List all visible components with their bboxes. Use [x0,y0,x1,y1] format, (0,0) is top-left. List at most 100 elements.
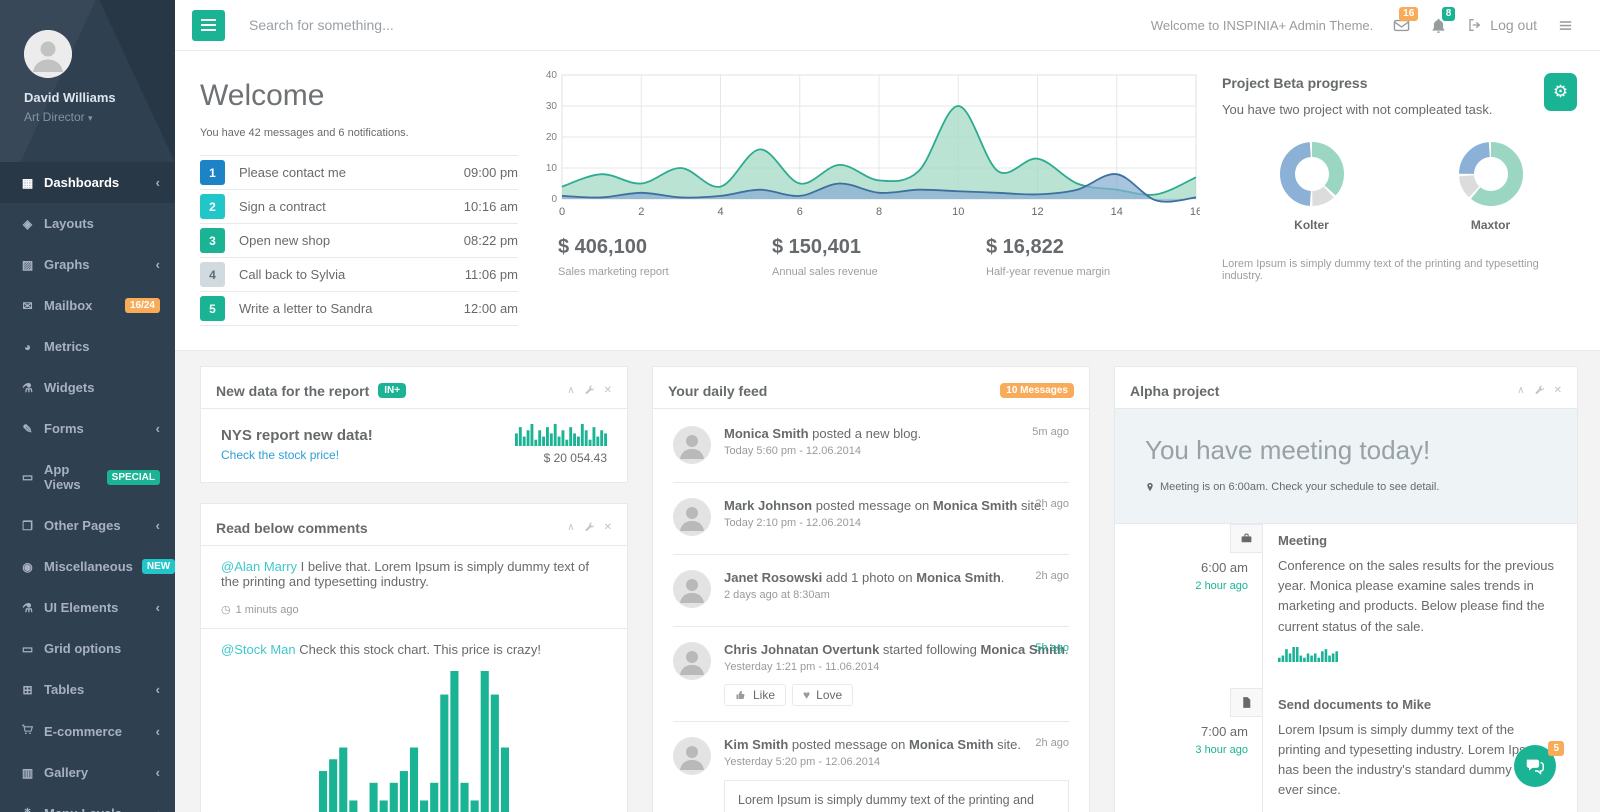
menu-toggle-button[interactable] [192,10,225,41]
feed-user-link[interactable]: Kim Smith [724,737,788,752]
task-time: 12:00 am [464,301,518,316]
sidebar-item-gallery[interactable]: ▥Gallery‹ [0,752,175,793]
profile-section: David Williams Art Director ▾ [0,0,175,162]
right-sidebar-toggle[interactable] [1557,17,1574,34]
avatar[interactable] [24,30,72,78]
widgets-row: New data for the report IN+ ∧ ✕ NYS repo… [175,351,1600,812]
welcome-subtitle: You have 42 messages and 6 notifications… [200,127,518,139]
messages-button[interactable]: 16 [1393,17,1410,34]
meeting-hero-subtitle: Meeting is on 6:00am. Check your schedul… [1145,481,1547,493]
comment-time: ◷1 minuts ago [221,603,607,616]
feed-target-link[interactable]: Monica Smith [916,570,1001,585]
feed-date: 2 days ago at 8:30am [724,589,1069,601]
sidebar-item-menu-levels[interactable]: ⁂Menu Levels‹ [0,793,175,812]
stock-price-link[interactable]: Check the stock price! [221,448,373,462]
sidebar-item-miscellaneous[interactable]: ◉MiscellaneousNEW [0,546,175,587]
sidebar-badge: SPECIAL [107,470,160,485]
feed-ago: 5h ago [1035,642,1069,654]
feed-user-link[interactable]: Monica Smith [724,426,809,441]
feed-item: Chris Johnatan Overtunk started followin… [673,626,1069,721]
love-button[interactable]: ♥Love [792,684,853,706]
timeline-item: 7:00 am3 hour agoSend documents to MikeL… [1115,688,1577,812]
feed-target-link[interactable]: Monica Smith [933,498,1018,513]
task-label: Open new shop [239,233,330,248]
feed-user-link[interactable]: Janet Rosowski [724,570,822,585]
mention-link[interactable]: @Stock Man [221,642,296,657]
mention-link[interactable]: @Alan Marry [221,559,297,574]
svg-text:40: 40 [546,70,558,81]
sidebar-item-app-views[interactable]: ▭App ViewsSPECIAL [0,449,175,505]
timeline-text: Lorem Ipsum is simply dummy text of the … [1278,722,1544,797]
collapse-icon[interactable]: ∧ [1517,386,1524,396]
sidebar-item-label: Widgets [44,380,94,395]
report-panel-title: New data for the report [216,383,369,399]
donut-label: Kolter [1279,218,1345,232]
stock-price: $ 20 054.43 [515,451,607,465]
diamond-icon: ◈ [20,217,35,231]
sidebar-item-mailbox[interactable]: ✉Mailbox16/24 [0,285,175,326]
feed-messages-badge: 10 Messages [1000,383,1074,398]
feed-target-link[interactable]: Monica Smith [909,737,994,752]
sidebar-item-dashboards[interactable]: ▦Dashboards‹ [0,162,175,203]
gears-icon: ⚙ [1553,82,1568,102]
sidebar-item-other-pages[interactable]: ❐Other Pages‹ [0,505,175,546]
panel-tools: ∧ ✕ [1517,385,1562,396]
stat-label: Half-year revenue margin [986,266,1200,278]
sidebar-item-label: Metrics [44,339,90,354]
heart-icon: ♥ [803,688,810,702]
feed-date: Yesterday 1:21 pm - 11.06.2014 [724,661,1069,673]
project-beta-subtitle: You have two project with not compleated… [1222,102,1580,117]
task-number-badge: 3 [200,228,225,253]
chat-button[interactable]: 5 [1514,745,1556,787]
sidebar-item-e-commerce[interactable]: E-commerce‹ [0,710,175,752]
sidebar-item-metrics[interactable]: ◕Metrics [0,326,175,367]
feed-user-link[interactable]: Mark Johnson [724,498,812,513]
theme-settings-button[interactable]: ⚙ [1544,73,1577,111]
sidebar-item-grid-options[interactable]: ▭Grid options [0,628,175,669]
feed-list: Monica Smith posted a new blog.Today 5:6… [653,409,1089,812]
daily-feed-panel: Your daily feed 10 Messages Monica Smith… [652,366,1090,812]
sidebar-item-graphs[interactable]: ▨Graphs‹ [0,244,175,285]
close-icon[interactable]: ✕ [1554,386,1562,396]
notifications-button[interactable]: 8 [1430,17,1447,34]
avatar [673,642,711,706]
main-content: Welcome You have 42 messages and 6 notif… [175,0,1600,812]
collapse-icon[interactable]: ∧ [567,386,574,396]
svg-text:16: 16 [1190,206,1200,218]
task-number-badge: 5 [200,296,225,321]
sidebar-badge: 16/24 [125,298,160,313]
list-icon [1557,17,1574,34]
close-icon[interactable]: ✕ [604,386,612,396]
svg-text:0: 0 [551,194,557,205]
task-label: Please contact me [239,165,346,180]
logout-button[interactable]: Log out [1467,17,1537,33]
logout-label: Log out [1490,17,1537,33]
search-input[interactable] [249,17,569,33]
sidebar-item-layouts[interactable]: ◈ Layouts [0,203,175,244]
wrench-icon[interactable] [584,522,595,533]
task-label: Sign a contract [239,199,326,214]
sidebar-item-tables[interactable]: ⊞Tables‹ [0,669,175,710]
sidebar-item-ui-elements[interactable]: ⚗UI Elements‹ [0,587,175,628]
timeline-text: Conference on the sales results for the … [1278,558,1554,633]
desktop-icon: ▭ [20,470,35,484]
feed-date: Yesterday 5:20 pm - 12.06.2014 [724,756,1069,768]
close-icon[interactable]: ✕ [604,523,612,533]
sidebar-item-label: Grid options [44,641,121,656]
collapse-icon[interactable]: ∧ [567,523,574,533]
wrench-icon[interactable] [1534,385,1545,396]
sidebar-item-forms[interactable]: ✎Forms‹ [0,408,175,449]
widgets-column-1: New data for the report IN+ ∧ ✕ NYS repo… [200,366,628,812]
like-button[interactable]: Like [724,684,786,706]
sidebar-item-label: Layouts [44,216,94,231]
wrench-icon[interactable] [584,385,595,396]
meeting-hero-title: You have meeting today! [1145,435,1547,466]
svg-text:2: 2 [638,206,644,218]
feed-user-link[interactable]: Chris Johnatan Overtunk [724,642,879,657]
chevron-left-icon: ‹ [156,682,160,697]
profile-role-dropdown[interactable]: Art Director ▾ [24,110,151,124]
comment-text: Check this stock chart. This price is cr… [296,642,541,657]
feed-body: Mark Johnson posted message on Monica Sm… [724,498,1069,539]
sidebar-item-widgets[interactable]: ⚗Widgets [0,367,175,408]
feed-panel-title: Your daily feed [668,383,767,399]
